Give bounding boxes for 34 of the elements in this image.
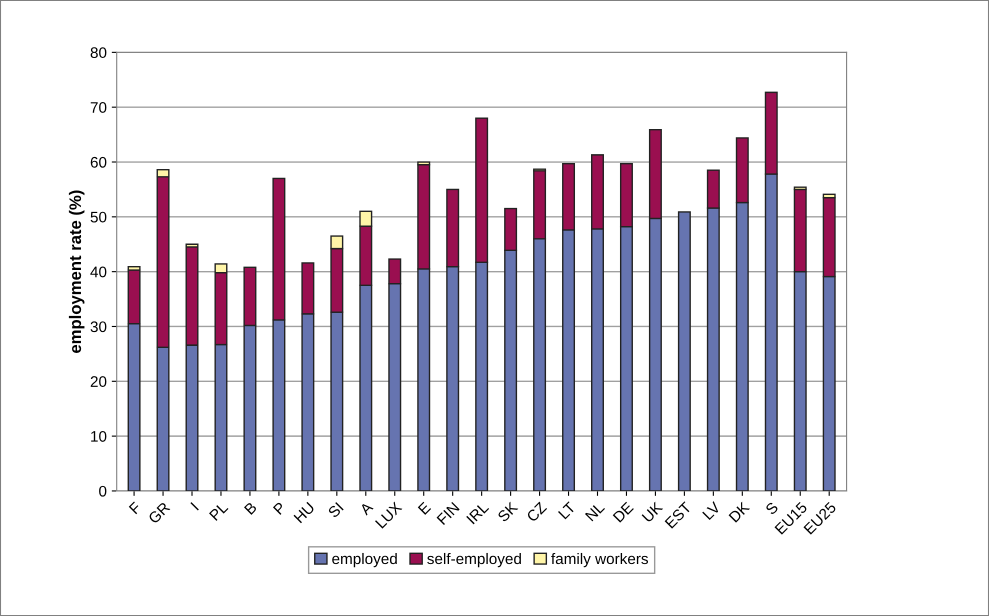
y-tick-label: 0 xyxy=(99,486,106,497)
x-tick-label: E xyxy=(418,502,432,515)
x-tick-label: HU xyxy=(294,502,315,524)
bar xyxy=(678,211,691,491)
x-tick-label: SI xyxy=(327,502,344,518)
x-tick-label: UK xyxy=(642,501,664,523)
x-tick-label: DE xyxy=(612,502,634,523)
x-tick-label: NL xyxy=(584,501,605,522)
x-tick-label: PL xyxy=(209,501,228,521)
x-tick-label: LT xyxy=(558,501,576,520)
y-tick-label: 10 xyxy=(91,430,106,442)
x-tick-label: SK xyxy=(496,501,518,523)
x-tick-label: F xyxy=(128,502,142,514)
x-tick-label: P xyxy=(272,502,286,515)
x-tick-label: B xyxy=(244,502,258,515)
y-axis-title: employment rate (%) xyxy=(68,190,84,353)
x-tick-label: CZ xyxy=(526,501,548,522)
legend-label: family workers xyxy=(551,552,648,568)
x-tick-label: IRL xyxy=(466,501,490,524)
x-tick-label: LV xyxy=(702,501,722,520)
y-tick-label: 30 xyxy=(90,321,106,332)
y-tick-label: 60 xyxy=(90,156,106,168)
x-tick-label: FIN xyxy=(436,502,460,526)
y-tick-label: 70 xyxy=(90,102,106,113)
x-tick-label: A xyxy=(359,501,374,516)
legend-label: employed xyxy=(332,552,397,568)
y-tick-label: 50 xyxy=(90,212,106,223)
x-tick-label: GR xyxy=(148,501,170,524)
x-tick-label: I xyxy=(190,502,199,511)
x-tick-label: DK xyxy=(728,501,750,523)
y-tick-label: 40 xyxy=(90,266,106,278)
legend-label: self-employed xyxy=(427,552,521,568)
y-tick-label: 20 xyxy=(90,376,106,387)
y-tick-label: 80 xyxy=(90,47,106,58)
